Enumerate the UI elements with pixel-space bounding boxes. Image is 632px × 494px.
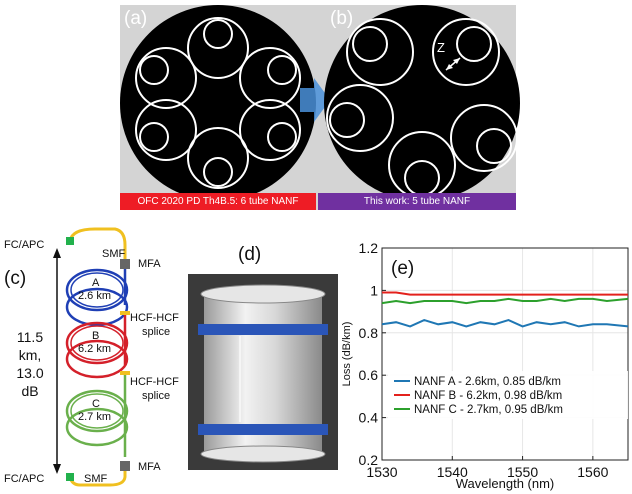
- y-tick-label: 1.2: [359, 240, 379, 256]
- spool-b: [65, 315, 129, 379]
- series-line: [381, 297, 629, 305]
- total-link-summary: 11.5 km, 13.0 dB: [8, 328, 52, 400]
- x-axis-label: Wavelength (nm): [456, 476, 555, 491]
- spool-a-name: A: [92, 277, 100, 289]
- panel-c-label: (c): [4, 268, 27, 289]
- spool-a-length: 2.6 km: [78, 290, 112, 302]
- mfa-top-label: MFA: [138, 258, 161, 270]
- caption-b: This work: 5 tube NANF: [318, 193, 516, 210]
- link-schematic: [53, 227, 130, 487]
- splice-2-line1: HCF-HCF: [130, 376, 179, 388]
- arrow-icon: [300, 78, 330, 122]
- x-tick-label: 1530: [366, 464, 397, 480]
- panel-d-label: (d): [238, 244, 262, 265]
- panel-e-label: (e): [391, 258, 415, 279]
- splice-2-line2: splice: [142, 390, 171, 402]
- legend-box: [388, 371, 628, 419]
- total-line-3: 13.0: [16, 365, 44, 381]
- fiber-a-cross-section: [120, 5, 316, 201]
- fiber-b-cross-section: [324, 5, 520, 201]
- z-annotation: Z: [437, 40, 445, 55]
- spool-c-name: C: [92, 398, 100, 410]
- legend-entry: NANF B - 6.2km, 0.98 dB/km: [414, 390, 562, 402]
- loss-chart: 0.2 0.4 0.6 0.8 1 1.2 1530 1540 1550 1560 Wavelen…: [341, 240, 629, 491]
- splice-1-line2: splice: [142, 326, 171, 338]
- legend-entry: NANF A - 2.6km, 0.85 dB/km: [414, 376, 561, 388]
- fiber-spool-photo: [188, 274, 338, 470]
- legend-entry: NANF C - 2.7km, 0.95 dB/km: [414, 404, 563, 416]
- smf-top-label: SMF: [102, 248, 126, 260]
- y-tick-label: 0.8: [359, 325, 379, 341]
- total-line-1: 11.5: [16, 329, 44, 345]
- spool-b-name: B: [92, 330, 100, 342]
- splice-1-line1: HCF-HCF: [130, 312, 179, 324]
- mfa-bottom-label: MFA: [138, 461, 161, 473]
- x-tick-label: 1540: [437, 464, 468, 480]
- spool-c: [65, 375, 129, 457]
- series-line: [381, 319, 629, 328]
- fc-apc-bottom-label: FC/APC: [4, 473, 45, 485]
- series-line: [382, 291, 628, 296]
- panel-b-label: (b): [330, 8, 354, 29]
- total-line-2: km,: [18, 347, 42, 363]
- fc-apc-top-label: FC/APC: [4, 239, 45, 251]
- panel-a-label: (a): [124, 8, 148, 29]
- y-tick-label: 0.4: [359, 410, 379, 426]
- x-tick-label: 1550: [507, 464, 538, 480]
- y-axis-label: Loss (dB/km): [341, 322, 353, 387]
- spool-c-length: 2.7 km: [78, 411, 112, 423]
- x-tick-label: 1560: [577, 464, 608, 480]
- spool-a: [65, 268, 129, 327]
- y-tick-label: 0.6: [359, 367, 379, 383]
- y-tick-label: 1: [370, 282, 378, 298]
- caption-a: OFC 2020 PD Th4B.5: 6 tube NANF: [120, 193, 316, 210]
- spool-b-length: 6.2 km: [78, 343, 112, 355]
- total-line-4: dB: [21, 383, 39, 399]
- smf-bottom-label: SMF: [84, 473, 108, 485]
- y-tick-label: 0.2: [359, 452, 379, 468]
